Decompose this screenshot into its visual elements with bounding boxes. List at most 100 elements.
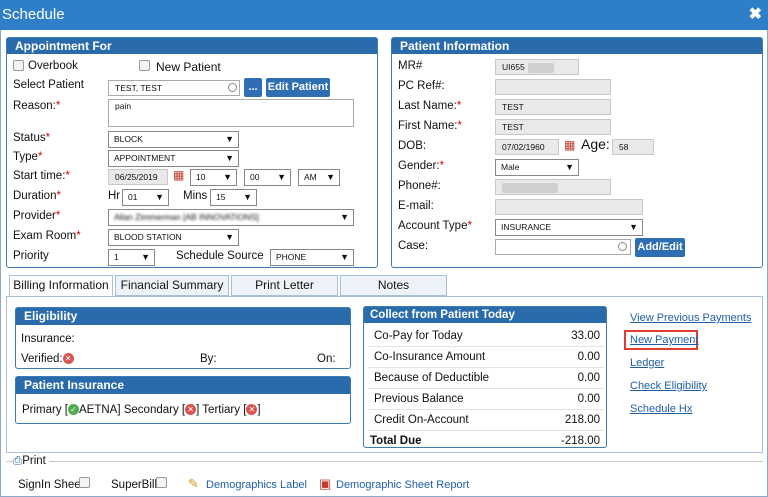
email-label: E-mail: xyxy=(398,200,434,212)
primary-label: Primary [ xyxy=(22,404,68,416)
schedule-dialog: Appointment For Overbook New Patient Sel… xyxy=(0,30,768,497)
total-value: -218.00 xyxy=(560,435,600,447)
mr-label: MR# xyxy=(398,60,423,72)
priority-label: Priority xyxy=(13,250,49,262)
start-hour-select[interactable]: 10 ▼ xyxy=(190,169,237,186)
row-value: 0.00 xyxy=(577,372,600,384)
start-date-input[interactable]: 06/25/2019 xyxy=(108,169,168,185)
window-titlebar: Schedule ✖ xyxy=(0,0,768,30)
tab-print-letter[interactable]: Print Letter xyxy=(231,275,338,296)
tertiary-label: ] Tertiary [ xyxy=(196,404,247,416)
schedule-source-select[interactable]: PHONE ▼ xyxy=(270,249,354,266)
reason-label: Reason:* xyxy=(13,100,61,112)
gender-select[interactable]: Male ▼ xyxy=(495,159,579,176)
case-input[interactable] xyxy=(495,239,631,255)
schedule-source-label: Schedule Source xyxy=(176,250,264,262)
tab-notes[interactable]: Notes xyxy=(340,275,447,296)
start-minute-select[interactable]: 00 ▼ xyxy=(244,169,291,186)
status-value: BLOCK xyxy=(114,134,143,144)
last-name-label: Last Name:* xyxy=(398,100,462,112)
reason-textarea[interactable]: pain xyxy=(108,99,354,127)
phone-input[interactable] xyxy=(495,179,611,195)
row-value: 0.00 xyxy=(577,393,600,405)
overbook-checkbox[interactable] xyxy=(13,60,24,71)
calendar-icon[interactable]: ▦ xyxy=(173,168,185,182)
start-time-label: Start time:* xyxy=(13,170,70,182)
signin-sheet-label: SignIn Sheet xyxy=(18,479,84,491)
superbill-checkbox[interactable] xyxy=(156,477,167,488)
add-edit-case-button[interactable]: Add/Edit xyxy=(635,238,685,257)
type-select[interactable]: APPOINTMENT ▼ xyxy=(108,150,239,167)
first-name-label: First Name:* xyxy=(398,120,462,132)
start-ampm-select[interactable]: AM ▼ xyxy=(298,169,340,186)
last-name-input[interactable]: TEST xyxy=(495,99,611,115)
by-label: By: xyxy=(200,353,217,365)
not-verified-icon: ✕ xyxy=(62,353,74,365)
print-legend: ⎙Print xyxy=(13,455,49,468)
provider-select[interactable]: Allan Zimmerman [AB INNOVATIONS] ▼ xyxy=(108,209,354,226)
gender-label: Gender:* xyxy=(398,160,445,172)
start-date-value: 06/25/2019 xyxy=(115,172,158,182)
demographics-label-link[interactable]: Demographics Label xyxy=(206,479,307,491)
pcref-input xyxy=(495,79,611,95)
edit-patient-button[interactable]: Edit Patient xyxy=(266,78,330,97)
print-section xyxy=(6,461,763,495)
exam-room-select[interactable]: BLOOD STATION ▼ xyxy=(108,229,239,246)
schedule-hx-link[interactable]: Schedule Hx xyxy=(630,403,693,415)
patient-value: TEST, TEST xyxy=(115,83,163,93)
first-name-input[interactable]: TEST xyxy=(495,119,611,135)
duration-mins-select[interactable]: 15 ▼ xyxy=(210,189,257,206)
ledger-link[interactable]: Ledger xyxy=(630,357,665,369)
tab-financial-summary[interactable]: Financial Summary xyxy=(115,275,229,296)
clear-patient-icon[interactable] xyxy=(228,83,237,92)
exam-label-text: Exam Room xyxy=(13,230,77,242)
new-patient-checkbox[interactable] xyxy=(139,60,150,71)
patient-insurance-header: Patient Insurance xyxy=(16,377,350,394)
clear-case-icon[interactable] xyxy=(618,242,627,251)
secondary-missing-icon: ✕ xyxy=(185,404,197,416)
duration-label-text: Duration xyxy=(13,190,57,202)
select-patient-label: Select Patient xyxy=(13,79,84,91)
email-input[interactable] xyxy=(495,199,643,215)
status-select[interactable]: BLOCK ▼ xyxy=(108,131,239,148)
close-icon[interactable]: ✖ xyxy=(748,6,762,23)
row-value: 218.00 xyxy=(564,414,600,426)
new-payment-link[interactable]: New Payment xyxy=(630,334,699,346)
patient-info-panel: Patient Information xyxy=(391,37,763,268)
collect-row: Co-Pay for Today 33.00 xyxy=(368,326,604,347)
appointment-header: Appointment For xyxy=(7,38,377,54)
view-previous-payments-link[interactable]: View Previous Payments xyxy=(630,312,752,324)
collect-row: Because of Deductible 0.00 xyxy=(368,368,604,389)
patient-info-header: Patient Information xyxy=(392,38,762,54)
primary-ok-icon: ✓ xyxy=(68,404,79,416)
type-label-text: Type xyxy=(13,151,38,163)
dob-calendar-icon[interactable]: ▦ xyxy=(564,138,576,152)
status-label: Status* xyxy=(13,132,51,144)
duration-hr-select[interactable]: 01 ▼ xyxy=(122,189,169,206)
priority-select[interactable]: 1 ▼ xyxy=(108,249,155,266)
start-label-text: Start time: xyxy=(13,170,66,182)
exam-room-label: Exam Room* xyxy=(13,230,81,242)
search-patient-button[interactable]: ... xyxy=(244,78,262,97)
collect-panel: Collect from Patient Today Co-Pay for To… xyxy=(363,306,607,448)
row-label: Co-Pay for Today xyxy=(374,330,463,342)
dob-input[interactable]: 07/02/1960 xyxy=(495,139,559,155)
dob-value: 07/02/1960 xyxy=(502,142,545,152)
account-label-text: Account Type xyxy=(398,220,468,232)
account-value: INSURANCE xyxy=(501,222,552,232)
check-eligibility-link[interactable]: Check Eligibility xyxy=(630,380,708,392)
mins-label: Mins xyxy=(183,190,208,202)
collect-row: Co-Insurance Amount 0.00 xyxy=(368,347,604,368)
account-type-label: Account Type* xyxy=(398,220,472,232)
tab-billing-information[interactable]: Billing Information xyxy=(9,275,113,296)
demographic-sheet-report-link[interactable]: Demographic Sheet Report xyxy=(336,479,470,491)
signin-sheet-checkbox[interactable] xyxy=(79,477,90,488)
first-name-value: TEST xyxy=(502,122,524,132)
pcref-label: PC Ref#: xyxy=(398,80,445,92)
account-type-select[interactable]: INSURANCE ▼ xyxy=(495,219,643,236)
label-icon: ✎ xyxy=(188,476,199,491)
patient-input[interactable]: TEST, TEST xyxy=(108,80,240,96)
start-hour-value: 10 xyxy=(196,172,206,182)
phone-label: Phone#: xyxy=(398,180,441,192)
printer-icon: ⎙ xyxy=(13,455,23,467)
